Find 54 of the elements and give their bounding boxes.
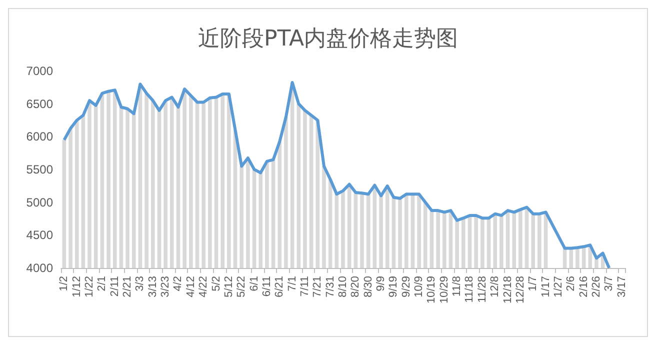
x-tick-label: 2/16	[578, 276, 590, 298]
x-tick-label: 3/7	[603, 276, 616, 292]
x-tick-label: 12/18	[502, 276, 514, 304]
x-tick-label: 3/17	[616, 276, 628, 298]
y-tick-label: 4500	[26, 228, 54, 242]
x-tick-label: 9/19	[388, 276, 400, 298]
chart-title: 近阶段PTA内盘价格走势图	[198, 26, 458, 52]
x-tick-label: 11/18	[464, 276, 476, 303]
x-tick-label: 1/7	[527, 276, 540, 292]
x-tick-label: 10/9	[413, 276, 426, 298]
x-tick-label: 6/11	[260, 276, 273, 297]
x-tick-label: 5/22	[236, 276, 248, 298]
x-tick-label: 1/12	[70, 276, 83, 298]
x-tick-label: 3/13	[146, 276, 159, 298]
x-tick-label: 7/1	[286, 276, 298, 292]
x-tick-label: 4/22	[198, 276, 210, 298]
x-tick-label: 4/12	[184, 276, 197, 298]
x-tick-label: 9/9	[375, 276, 388, 292]
x-tick-label: 8/20	[350, 276, 362, 298]
x-tick-label: 9/29	[400, 276, 412, 298]
x-tick-label: 7/21	[312, 276, 324, 298]
y-tick-label: 6500	[26, 96, 54, 111]
x-tick-label: 12/8	[489, 276, 502, 298]
y-tick-label: 4000	[26, 261, 54, 275]
y-tick-label: 6000	[26, 130, 54, 144]
x-tick-label: 1/17	[540, 276, 552, 298]
line-series	[62, 80, 611, 270]
x-tick-label: 5/2	[210, 276, 222, 292]
y-tick-label: 5500	[26, 162, 54, 176]
x-tick-label: 7/31	[324, 276, 336, 298]
x-tick-label: 11/28	[476, 276, 488, 303]
x-tick-label: 2/6	[565, 276, 578, 292]
x-tick-label: 3/3	[134, 276, 146, 292]
x-tick-label: 7/11	[298, 276, 311, 297]
x-tick-label: 2/1	[96, 276, 108, 292]
x-tick-label: 8/10	[337, 276, 349, 298]
x-tick-label: 11/8	[451, 276, 464, 297]
x-tick-label: 2/26	[590, 276, 602, 298]
x-tick-label: 4/2	[172, 276, 184, 292]
x-tick-label: 2/11	[108, 276, 121, 297]
x-tick-label: 5/12	[222, 276, 235, 298]
x-tick-label: 6/1	[248, 276, 260, 292]
y-tick-label: 7000	[26, 64, 54, 78]
x-tick-label: 1/27	[552, 276, 564, 298]
x-tick-label: 2/21	[122, 276, 134, 298]
x-tick-label: 12/28	[514, 276, 526, 304]
x-tick-label: 1/22	[84, 276, 96, 298]
y-tick-label: 5000	[26, 195, 54, 210]
x-tick-label: 8/30	[362, 276, 374, 298]
x-tick-label: 10/29	[438, 276, 450, 304]
x-tick-label: 6/21	[274, 276, 286, 298]
x-tick-label: 3/23	[160, 276, 172, 298]
x-tick-label: 10/19	[426, 276, 438, 304]
x-tick-label: 1/2	[58, 276, 70, 292]
